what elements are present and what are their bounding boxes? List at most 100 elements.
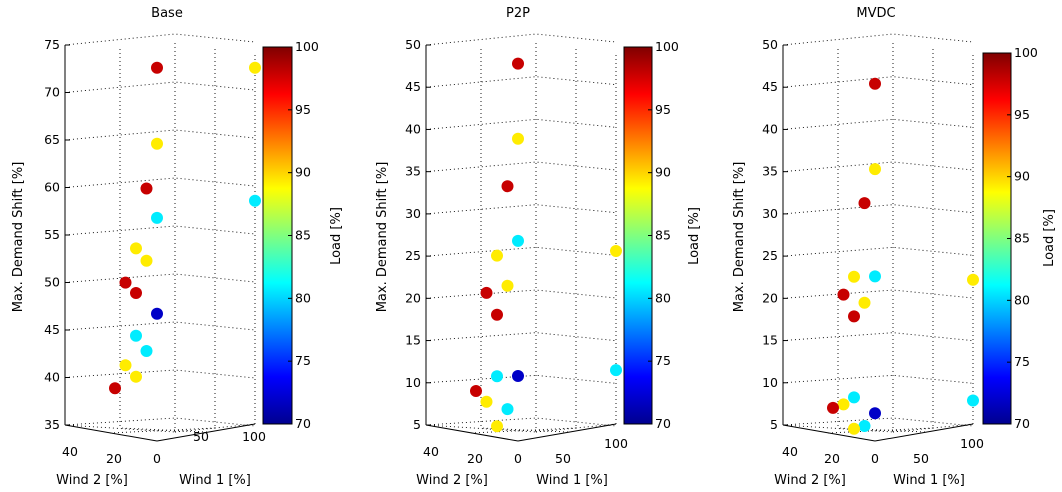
colorbar-ticks: 70 75 80 85 90 95 100 <box>288 39 319 431</box>
scatter-point <box>512 132 524 145</box>
y-tick-label: 5 <box>770 417 778 432</box>
wind2-tick-40: 40 <box>62 444 78 459</box>
back-walls <box>64 33 256 432</box>
colorbar-ticks: 70 75 80 85 90 95 100 <box>1007 45 1038 431</box>
scatter-point <box>491 370 503 383</box>
y-tick-label: 20 <box>762 290 778 305</box>
scatter-point <box>967 273 979 286</box>
chart-title: P2P <box>506 6 530 21</box>
wind1-axis-label: Wind 1 [%] <box>536 473 608 488</box>
colorbar-tick-label: 85 <box>1014 231 1030 246</box>
floor <box>782 423 974 442</box>
colorbar-tick-label: 100 <box>655 39 679 54</box>
scatter-point <box>869 77 881 90</box>
y-tick-label: 30 <box>762 206 778 221</box>
wind2-axis-label: Wind 2 [%] <box>56 473 128 488</box>
scatter-point <box>858 420 871 432</box>
y-tick-label: 40 <box>405 121 421 136</box>
wind2-tick-0: 0 <box>871 451 879 466</box>
y-gridline <box>425 161 617 173</box>
y-tick-label: 45 <box>405 79 421 94</box>
y-gridline <box>782 417 974 427</box>
scatter-point <box>610 364 622 377</box>
scatter-point <box>512 234 524 247</box>
scatter-point <box>837 398 850 411</box>
y-tick-label: 10 <box>405 375 421 390</box>
scatter-point <box>512 57 524 70</box>
colorbar-tick-label: 85 <box>295 228 311 243</box>
y-tick-label: 15 <box>762 333 778 348</box>
scatter-point <box>151 307 163 320</box>
scatter-point <box>491 308 503 321</box>
colorbar: 70 75 80 85 90 95 100 Load [%] <box>623 39 702 431</box>
y-gridline <box>782 204 974 215</box>
colorbar-tick-label: 70 <box>655 416 671 431</box>
chart-panel-mvdc: MVDC 5 10 15 20 25 30 35 40 45 50 Max. Demand Shi… <box>732 6 1057 488</box>
chart-title: MVDC <box>856 6 895 21</box>
y-tick-label: 55 <box>44 227 60 242</box>
colorbar: 70 75 80 85 90 95 100 Load [%] <box>982 45 1057 431</box>
scatter-point <box>967 394 979 407</box>
wind1-tick-100: 100 <box>242 429 266 444</box>
scatter-point <box>610 245 622 257</box>
wind2-tick-40: 40 <box>782 444 798 459</box>
colorbar-tick-label: 95 <box>1014 107 1030 122</box>
wind2-axis: 40 20 0 Wind 2 [%] <box>56 444 161 488</box>
y-tick-label: 35 <box>762 164 778 179</box>
scatter-point <box>858 296 871 309</box>
scatter-point <box>848 422 860 435</box>
y-gridline <box>64 33 256 46</box>
scatter-point <box>491 420 503 433</box>
colorbar-tick-label: 100 <box>1014 45 1038 60</box>
colorbar-tick-label: 90 <box>1014 169 1030 184</box>
chart-title: Base <box>151 6 183 21</box>
scatter-point <box>249 194 261 207</box>
colorbar: 70 75 80 85 90 95 100 Load [%] <box>262 39 344 431</box>
scatter-point <box>470 385 482 397</box>
y-tick-label: 40 <box>762 121 778 136</box>
y-gridline <box>64 129 256 141</box>
wind1-tick-50: 50 <box>193 429 209 444</box>
floor <box>64 423 256 442</box>
back-walls <box>782 33 974 432</box>
wind2-tick-40: 40 <box>423 444 439 459</box>
colorbar-tick-label: 85 <box>655 228 671 243</box>
colorbar-tick-label: 95 <box>655 102 671 117</box>
scatter-point <box>130 287 142 299</box>
y-tick-label: 15 <box>405 333 421 348</box>
y-gridline <box>64 81 256 93</box>
y-tick-label: 30 <box>405 206 421 221</box>
y-tick-label: 65 <box>44 132 60 147</box>
scatter-point <box>151 137 163 150</box>
y-tick-label: 50 <box>762 37 778 52</box>
y-tick-label: 35 <box>405 164 421 179</box>
colorbar-gradient <box>624 47 652 424</box>
scatter-point <box>119 359 132 372</box>
wind1-tick-100: 100 <box>960 436 984 451</box>
colorbar-tick-label: 100 <box>295 39 319 54</box>
scatter-point <box>249 61 261 74</box>
scatter-point <box>501 279 514 292</box>
y-gridline <box>782 332 974 342</box>
scatter-point <box>827 401 839 414</box>
wind2-axis-label: Wind 2 [%] <box>774 473 846 488</box>
floor <box>425 423 617 442</box>
y-tick-label: 10 <box>762 375 778 390</box>
y-tick-label: 5 <box>413 417 421 432</box>
colorbar-label: Load [%] <box>1042 209 1057 267</box>
y-gridline <box>782 161 974 173</box>
y-axis-label: Max. Demand Shift [%] <box>732 162 747 313</box>
wind1-axis-label: Wind 1 [%] <box>179 473 251 488</box>
y-axis-ticks: 5 10 15 20 25 30 35 40 45 50 <box>762 37 788 432</box>
scatter-point <box>130 329 142 342</box>
scatter-points <box>109 61 261 395</box>
y-axis-label: Max. Demand Shift [%] <box>11 162 26 313</box>
y-tick-label: 75 <box>44 37 60 52</box>
wind2-tick-20: 20 <box>467 451 483 466</box>
wind2-tick-20: 20 <box>824 451 840 466</box>
y-gridline <box>782 76 974 88</box>
colorbar-gradient <box>263 47 292 424</box>
y-gridline <box>425 417 617 427</box>
y-gridline <box>64 369 256 379</box>
